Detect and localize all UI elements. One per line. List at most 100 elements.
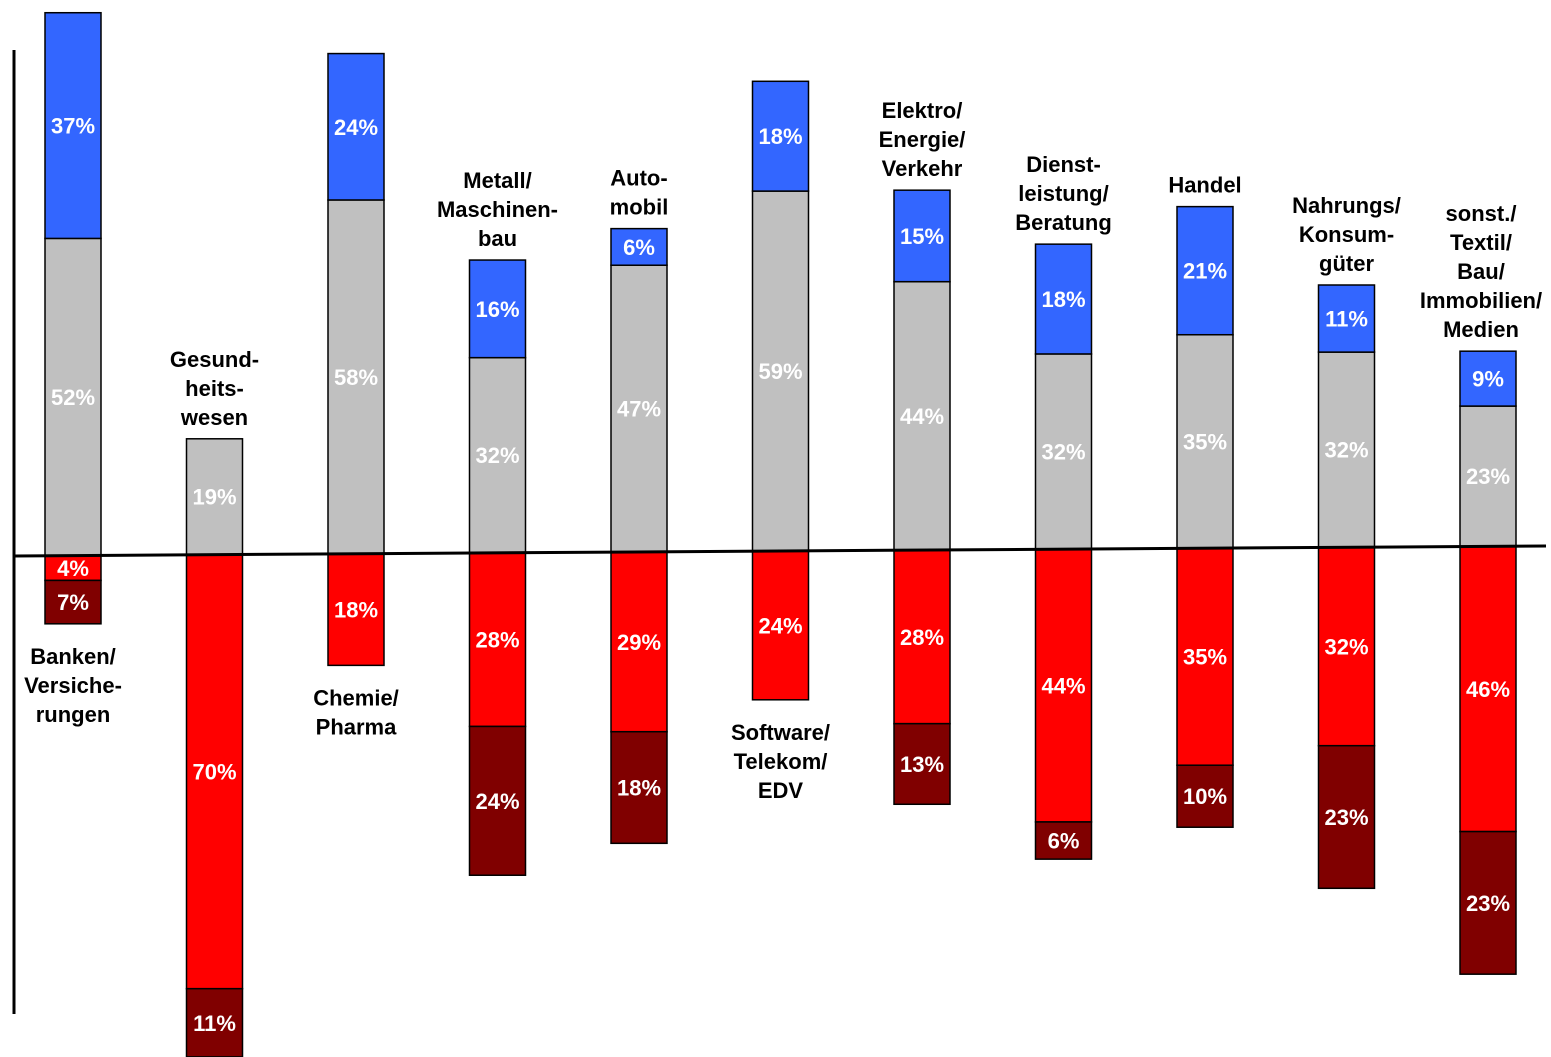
- bar-segment-upper_top: [1034, 243, 1093, 355]
- data-label-upper_bottom: 23%: [1466, 464, 1510, 489]
- bar-segment-lower_bottom: [1317, 744, 1376, 890]
- data-label-upper_bottom: 19%: [192, 485, 236, 510]
- bar-segment-upper_bottom: [327, 199, 385, 555]
- data-label-upper_bottom: 32%: [1324, 438, 1368, 463]
- data-label-upper_bottom: 35%: [1183, 429, 1227, 454]
- category-label: Auto-: [610, 166, 667, 191]
- data-label-lower_top: 35%: [1183, 645, 1227, 670]
- data-label-lower_top: 18%: [334, 598, 378, 623]
- data-label-upper_bottom: 59%: [758, 359, 802, 384]
- bar-segment-upper_bottom: [1034, 353, 1093, 550]
- category-label: Immobilien/: [1420, 288, 1542, 313]
- bar-segment-lower_top: [1459, 545, 1517, 833]
- data-label-lower_top: 28%: [475, 628, 519, 653]
- data-label-upper_top: 18%: [1041, 287, 1085, 312]
- category-label: mobil: [610, 195, 669, 220]
- category-label: Bau/: [1457, 259, 1505, 284]
- data-label-upper_top: 24%: [334, 115, 378, 140]
- data-label-lower_bottom: 23%: [1466, 891, 1510, 916]
- data-label-upper_bottom: 32%: [1041, 440, 1085, 465]
- bar-segment-upper_top: [468, 259, 527, 359]
- data-label-upper_bottom: 58%: [334, 365, 378, 390]
- data-label-lower_bottom: 24%: [475, 789, 519, 814]
- category-label: Metall/: [463, 168, 531, 193]
- bar-segment-lower_bottom: [1034, 821, 1093, 860]
- data-label-lower_top: 46%: [1466, 677, 1510, 702]
- category-label: heits-: [185, 376, 244, 401]
- category-label: Telekom/: [734, 749, 828, 774]
- category-label: Chemie/: [313, 685, 399, 710]
- data-label-upper_top: 11%: [1325, 307, 1368, 332]
- bar-segment-upper_top: [1176, 205, 1234, 336]
- bar-segment-upper_top: [1459, 350, 1517, 407]
- category-label: Versiche-: [24, 673, 122, 698]
- data-label-lower_bottom: 10%: [1183, 784, 1227, 809]
- category-label: leistung/: [1018, 181, 1108, 206]
- category-label: bau: [478, 226, 517, 251]
- bar-segment-upper_bottom: [751, 190, 810, 552]
- data-label-lower_bottom: 13%: [900, 752, 944, 777]
- category-label: Energie/: [879, 127, 966, 152]
- category-label: Nahrungs/: [1292, 193, 1401, 218]
- category-label: Medien: [1443, 317, 1519, 342]
- bar-segment-upper_top: [44, 11, 102, 240]
- baseline-axis-line: [13, 544, 1547, 558]
- bar-segment-lower_bottom: [468, 725, 527, 876]
- bar-segment-lower_top: [327, 553, 385, 667]
- data-label-upper_bottom: 44%: [900, 404, 944, 429]
- data-label-lower_top: 4%: [57, 556, 89, 581]
- bar-segment-upper_bottom: [1176, 333, 1234, 549]
- bar-segment-upper_top: [751, 80, 810, 192]
- bar-segment-lower_top: [610, 551, 668, 733]
- data-label-lower_top: 29%: [617, 630, 661, 655]
- bar-segment-upper_bottom: [44, 237, 102, 557]
- category-label: Software/: [731, 720, 830, 745]
- data-label-upper_bottom: 32%: [475, 443, 519, 468]
- category-label: EDV: [758, 778, 804, 803]
- category-label: Handel: [1168, 173, 1241, 198]
- data-label-upper_top: 9%: [1472, 367, 1504, 392]
- data-label-lower_bottom: 18%: [617, 776, 661, 801]
- bar-segment-upper_top: [893, 189, 951, 283]
- category-label: Konsum-: [1299, 222, 1394, 247]
- category-label: Banken/: [30, 644, 116, 669]
- data-label-upper_bottom: 47%: [617, 397, 661, 422]
- data-label-lower_top: 44%: [1041, 674, 1085, 699]
- category-label: Verkehr: [882, 156, 963, 181]
- category-label: Pharma: [316, 714, 397, 739]
- bar-segment-lower_top: [751, 550, 810, 701]
- bar-segment-lower_top: [1317, 546, 1376, 747]
- category-label: rungen: [36, 702, 111, 727]
- data-label-upper_bottom: 52%: [51, 385, 95, 410]
- data-label-upper_top: 21%: [1183, 259, 1227, 284]
- data-label-upper_top: 15%: [900, 224, 944, 249]
- category-label: sonst./: [1446, 201, 1517, 226]
- bars-group: 52% 37% 4% 7% 19% 70% 11% 58% 24% 18% 32% 16% 28% 24%…: [44, 11, 1517, 1057]
- category-label: Gesund-: [170, 347, 259, 372]
- bar-segment-lower_top: [185, 553, 244, 990]
- data-label-lower_top: 70%: [192, 760, 236, 785]
- category-label: wesen: [180, 405, 248, 430]
- data-label-upper_top: 6%: [623, 235, 655, 260]
- data-label-upper_top: 16%: [475, 297, 519, 322]
- bar-segment-lower_bottom: [1459, 830, 1517, 975]
- bar-segment-upper_top: [1317, 284, 1376, 353]
- bar-segment-lower_top: [893, 549, 951, 725]
- bar-segment-lower_bottom: [893, 722, 951, 806]
- bar-segment-lower_top: [1034, 548, 1093, 823]
- bar-segment-lower_bottom: [1176, 764, 1234, 828]
- data-label-upper_top: 18%: [758, 124, 802, 149]
- data-label-lower_bottom: 7%: [57, 590, 89, 615]
- data-label-upper_top: 37%: [51, 114, 95, 139]
- data-label-lower_top: 28%: [900, 625, 944, 650]
- bar-segment-lower_bottom: [610, 730, 668, 845]
- category-label: Textil/: [1450, 230, 1512, 255]
- data-label-lower_top: 24%: [758, 613, 802, 638]
- data-label-lower_bottom: 6%: [1048, 829, 1080, 854]
- category-label: güter: [1319, 251, 1374, 276]
- data-label-lower_top: 32%: [1324, 635, 1368, 660]
- category-label: Maschinen-: [437, 197, 558, 222]
- category-labels-group: Banken/Versiche-rungen Gesund-heits-wesen…: [24, 98, 1542, 803]
- data-label-lower_bottom: 11%: [193, 1011, 236, 1036]
